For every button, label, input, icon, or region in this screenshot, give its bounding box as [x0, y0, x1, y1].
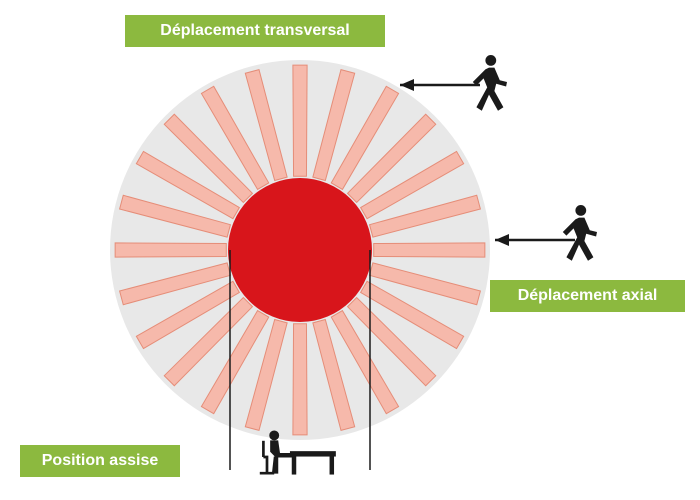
sensor-diagram	[0, 0, 700, 500]
label-transversal: Déplacement transversal	[125, 15, 385, 47]
label-axial: Déplacement axial	[490, 280, 685, 312]
label-seated: Position assise	[20, 445, 180, 477]
